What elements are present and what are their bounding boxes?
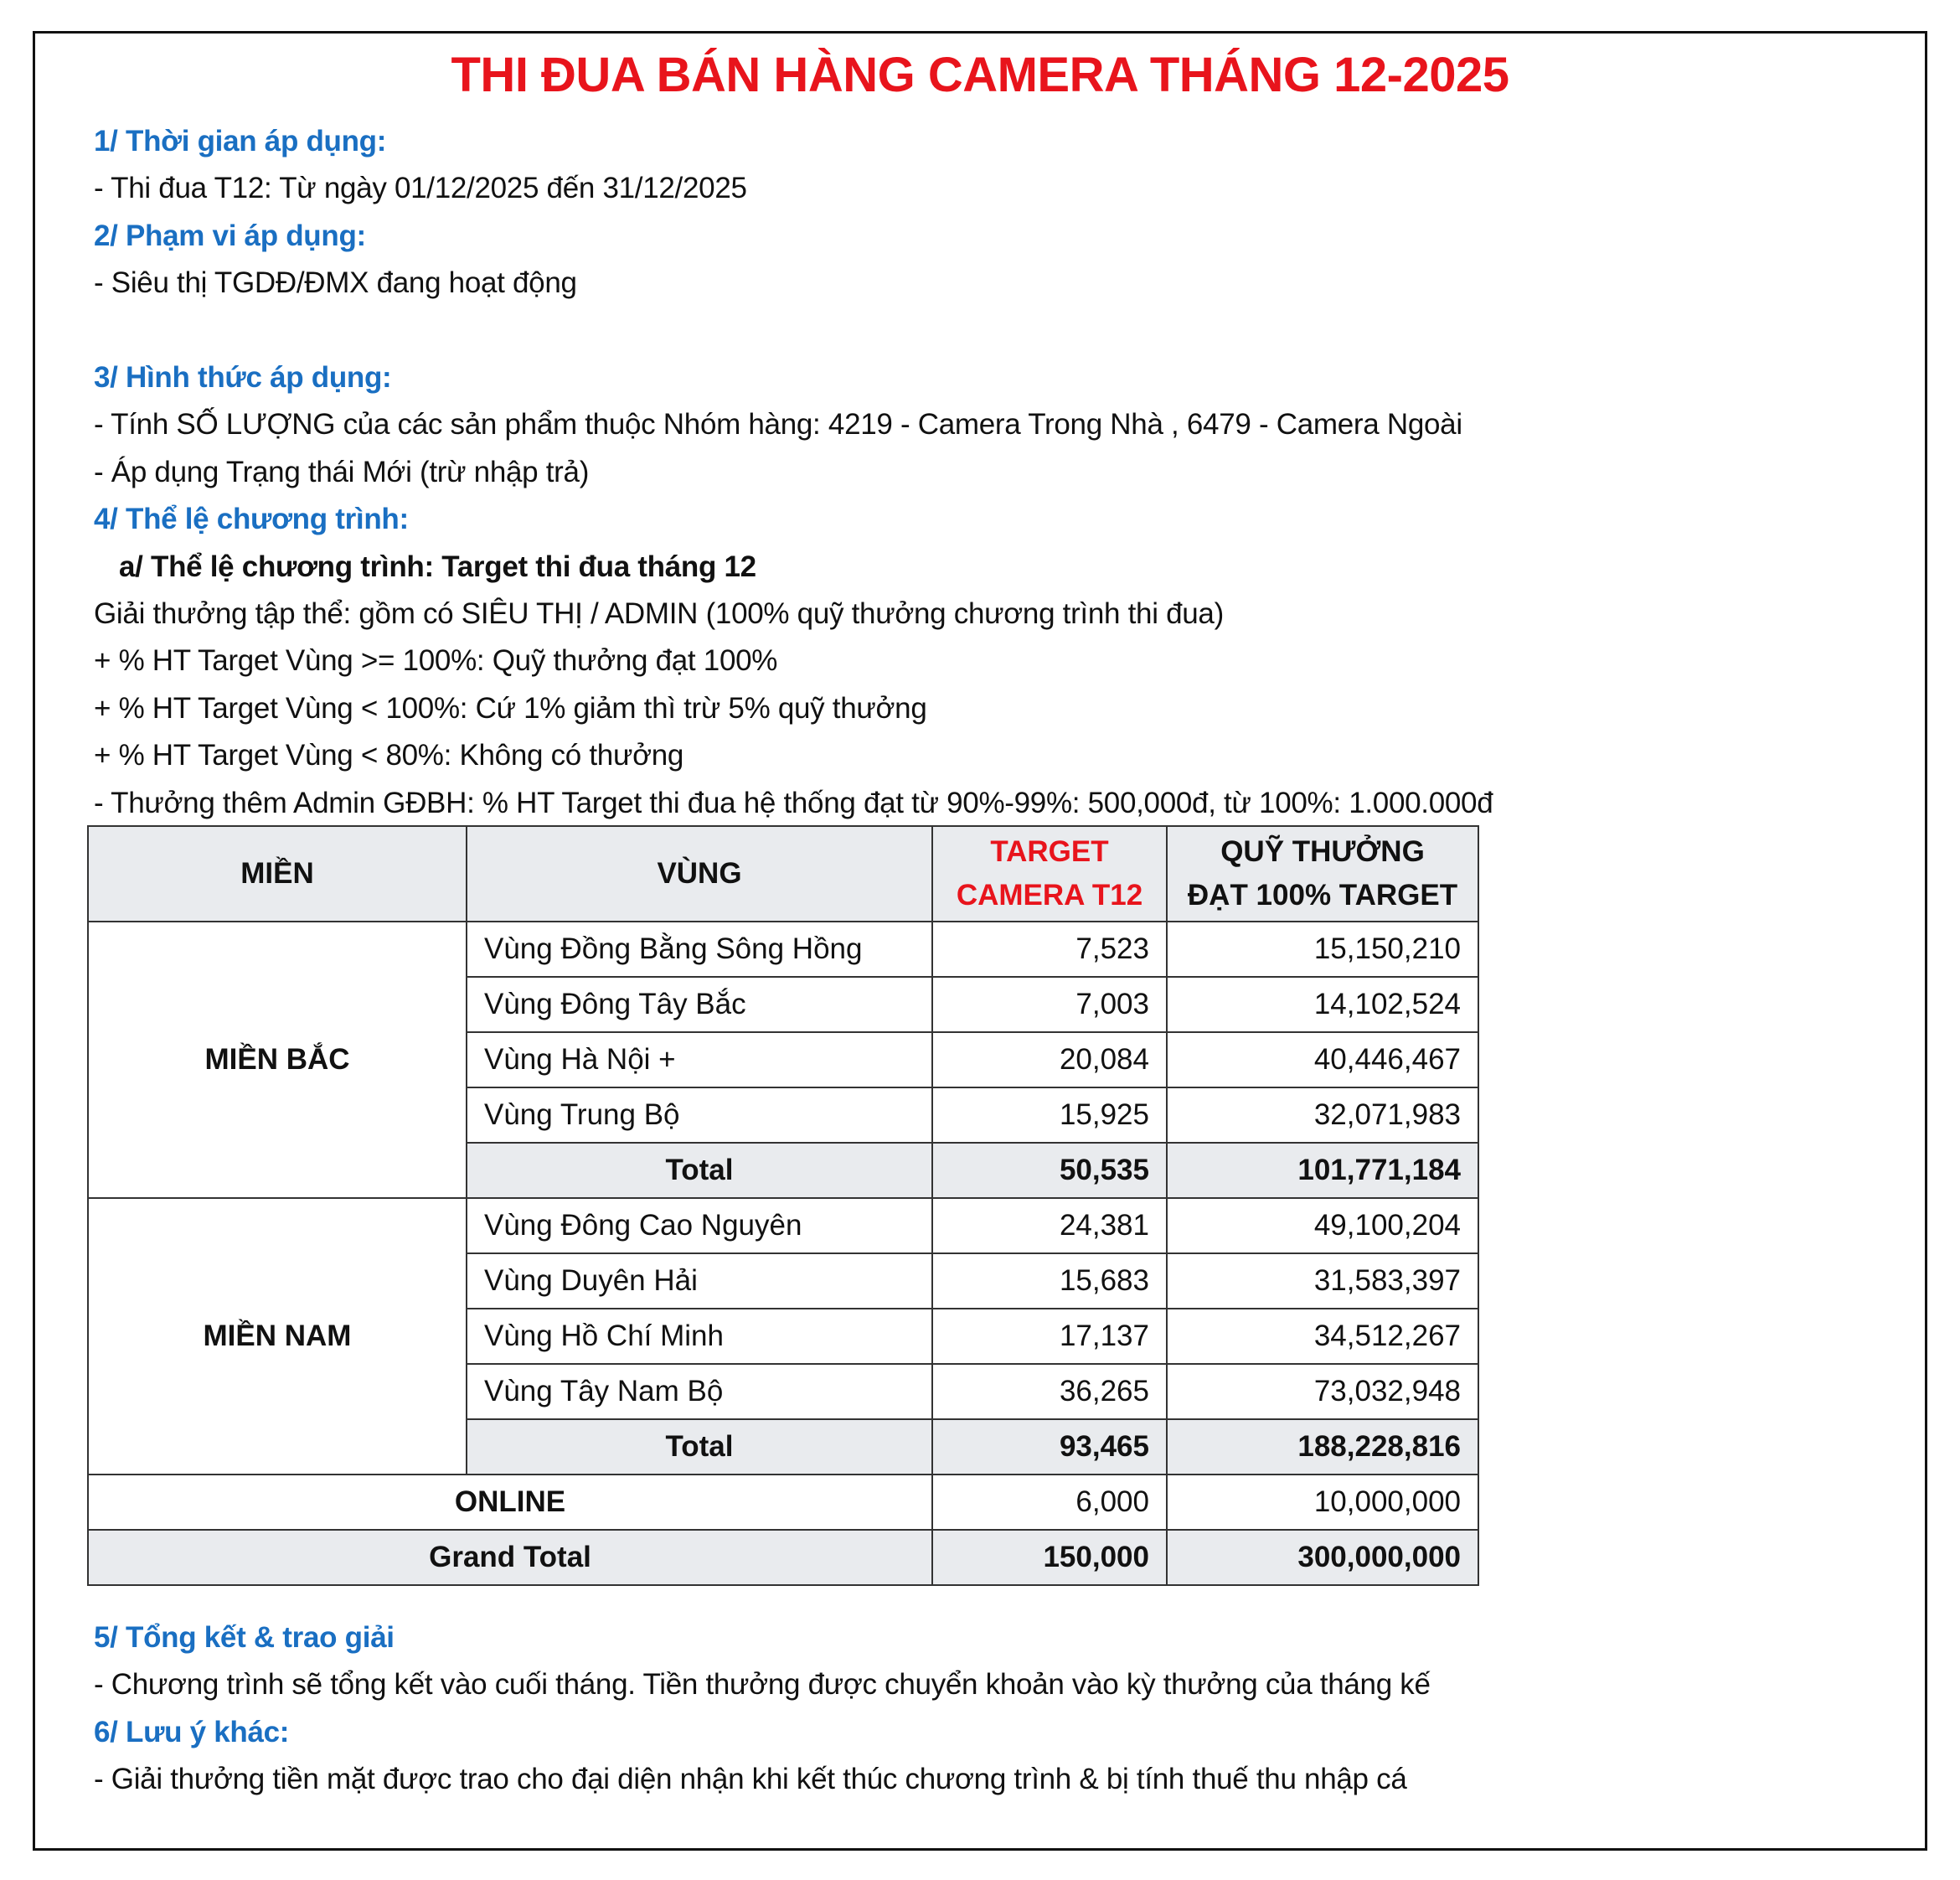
- header-target-line2: CAMERA T12: [956, 879, 1143, 912]
- online-quy: 10,000,000: [1166, 1474, 1479, 1531]
- cell-vung: Vùng Tây Nam Bộ: [466, 1363, 933, 1420]
- section-4-subheading: a/ Thể lệ chương trình: Target thi đua t…: [119, 550, 756, 583]
- section-4-heading: 4/ Thể lệ chương trình:: [94, 503, 409, 536]
- cell-vung: Vùng Đông Tây Bắc: [466, 976, 933, 1033]
- rule-line-5: - Thưởng thêm Admin GĐBH: % HT Target th…: [94, 786, 1493, 819]
- header-quy-line2: ĐẠT 100% TARGET: [1187, 879, 1458, 912]
- table-row: Vùng Trung Bộ 15,925 32,071,983: [88, 1087, 1479, 1144]
- cell-vung: Vùng Đồng Bằng Sông Hồng: [466, 921, 933, 978]
- cell-vung: Vùng Hà Nội +: [466, 1031, 933, 1088]
- total-label: Total: [466, 1418, 933, 1475]
- table-row: Vùng Hà Nội + 20,084 40,446,467: [88, 1031, 1479, 1088]
- cell-vung: Vùng Trung Bộ: [466, 1087, 933, 1144]
- header-quy-line1: QUỸ THƯỞNG: [1220, 835, 1425, 868]
- section-3-text-1: - Tính SỐ LƯỢNG của các sản phẩm thuộc N…: [94, 408, 1462, 442]
- cell-quy: 14,102,524: [1166, 976, 1479, 1033]
- header-target-line1: TARGET: [990, 835, 1109, 868]
- section-5-text: - Chương trình sẽ tổng kết vào cuối thán…: [94, 1668, 1431, 1702]
- table-row: Vùng Hồ Chí Minh 17,137 34,512,267: [88, 1308, 1479, 1365]
- header-mien: MIỀN: [87, 825, 467, 922]
- cell-quy: 73,032,948: [1166, 1363, 1479, 1420]
- header-target: TARGET CAMERA T12: [931, 825, 1168, 922]
- total-target: 50,535: [931, 1142, 1168, 1199]
- cell-target: 24,381: [931, 1197, 1168, 1254]
- rule-line-4: + % HT Target Vùng < 80%: Không có thưởn…: [94, 739, 684, 772]
- total-target: 93,465: [931, 1418, 1168, 1475]
- grand-total-target: 150,000: [931, 1529, 1168, 1586]
- table-row: Vùng Duyên Hải 15,683 31,583,397: [88, 1252, 1479, 1309]
- section-6-heading: 6/ Lưu ý khác:: [94, 1715, 290, 1748]
- rule-line-1: Giải thưởng tập thể: gồm có SIÊU THỊ / A…: [94, 597, 1224, 631]
- group-mien-bac: MIỀN BẮC: [87, 921, 467, 1199]
- table-header-row: MIỀN VÙNG TARGET CAMERA T12 QUỸ THƯỞNG ĐẠT…: [87, 825, 1479, 922]
- online-target: 6,000: [931, 1474, 1168, 1531]
- header-vung: VÙNG: [466, 825, 933, 922]
- rule-line-3: + % HT Target Vùng < 100%: Cứ 1% giảm th…: [94, 691, 927, 725]
- total-row-mien-nam: Total 93,465 188,228,816: [88, 1418, 1479, 1475]
- cell-vung: Vùng Hồ Chí Minh: [466, 1308, 933, 1365]
- online-row: ONLINE 6,000 10,000,000: [87, 1474, 1479, 1531]
- grand-total-quy: 300,000,000: [1166, 1529, 1479, 1586]
- rule-line-2: + % HT Target Vùng >= 100%: Quỹ thưởng đ…: [94, 644, 778, 678]
- total-row-mien-bac: Total 50,535 101,771,184: [88, 1142, 1479, 1199]
- cell-target: 7,523: [931, 921, 1168, 978]
- cell-quy: 34,512,267: [1166, 1308, 1479, 1365]
- table-row: Vùng Tây Nam Bộ 36,265 73,032,948: [88, 1363, 1479, 1420]
- table-row: MIỀN NAM Vùng Đông Cao Nguyên 24,381 49,…: [87, 1197, 1479, 1475]
- cell-quy: 15,150,210: [1166, 921, 1479, 978]
- total-quy: 188,228,816: [1166, 1418, 1479, 1475]
- grand-total-label: Grand Total: [87, 1529, 933, 1586]
- section-6-text: - Giải thưởng tiền mặt được trao cho đại…: [94, 1763, 1407, 1796]
- section-2-heading: 2/ Phạm vi áp dụng:: [94, 219, 366, 252]
- cell-target: 36,265: [931, 1363, 1168, 1420]
- table-row: MIỀN BẮC Vùng Đồng Bằng Sông Hồng 7,523 …: [87, 921, 1479, 1199]
- page-title: THI ĐUA BÁN HÀNG CAMERA THÁNG 12-2025: [451, 48, 1510, 102]
- group-mien-nam: MIỀN NAM: [87, 1197, 467, 1475]
- section-5-heading: 5/ Tổng kết & trao giải: [94, 1621, 395, 1654]
- online-label: ONLINE: [87, 1474, 933, 1531]
- cell-target: 15,683: [931, 1252, 1168, 1309]
- header-quy: QUỸ THƯỞNG ĐẠT 100% TARGET: [1166, 825, 1479, 922]
- document-frame: [33, 31, 1927, 1851]
- target-table: MIỀN VÙNG TARGET CAMERA T12 QUỸ THƯỞNG ĐẠT…: [87, 825, 1479, 1586]
- table-row: Vùng Đông Tây Bắc 7,003 14,102,524: [88, 976, 1479, 1033]
- top-content: 1/ Thời gian áp dụng: - Thi đua T12: Từ …: [94, 118, 1895, 827]
- section-3-text-2: - Áp dụng Trạng thái Mới (trừ nhập trả): [94, 455, 590, 488]
- cell-vung: Vùng Đông Cao Nguyên: [466, 1197, 933, 1254]
- grand-total-row: Grand Total 150,000 300,000,000: [87, 1529, 1479, 1586]
- cell-target: 20,084: [931, 1031, 1168, 1088]
- total-quy: 101,771,184: [1166, 1142, 1479, 1199]
- cell-quy: 49,100,204: [1166, 1197, 1479, 1254]
- total-label: Total: [466, 1142, 933, 1199]
- cell-quy: 31,583,397: [1166, 1252, 1479, 1309]
- cell-target: 15,925: [931, 1087, 1168, 1144]
- cell-target: 17,137: [931, 1308, 1168, 1365]
- section-1-heading: 1/ Thời gian áp dụng:: [94, 125, 387, 158]
- section-2-text: - Siêu thị TGDĐ/ĐMX đang hoạt động: [94, 266, 577, 300]
- spacer: [94, 307, 1895, 354]
- cell-quy: 32,071,983: [1166, 1087, 1479, 1144]
- section-1-text: - Thi đua T12: Từ ngày 01/12/2025 đến 31…: [94, 172, 747, 205]
- cell-quy: 40,446,467: [1166, 1031, 1479, 1088]
- cell-vung: Vùng Duyên Hải: [466, 1252, 933, 1309]
- section-3-heading: 3/ Hình thức áp dụng:: [94, 361, 392, 395]
- bottom-content: 5/ Tổng kết & trao giải - Chương trình s…: [94, 1614, 1895, 1804]
- cell-target: 7,003: [931, 976, 1168, 1033]
